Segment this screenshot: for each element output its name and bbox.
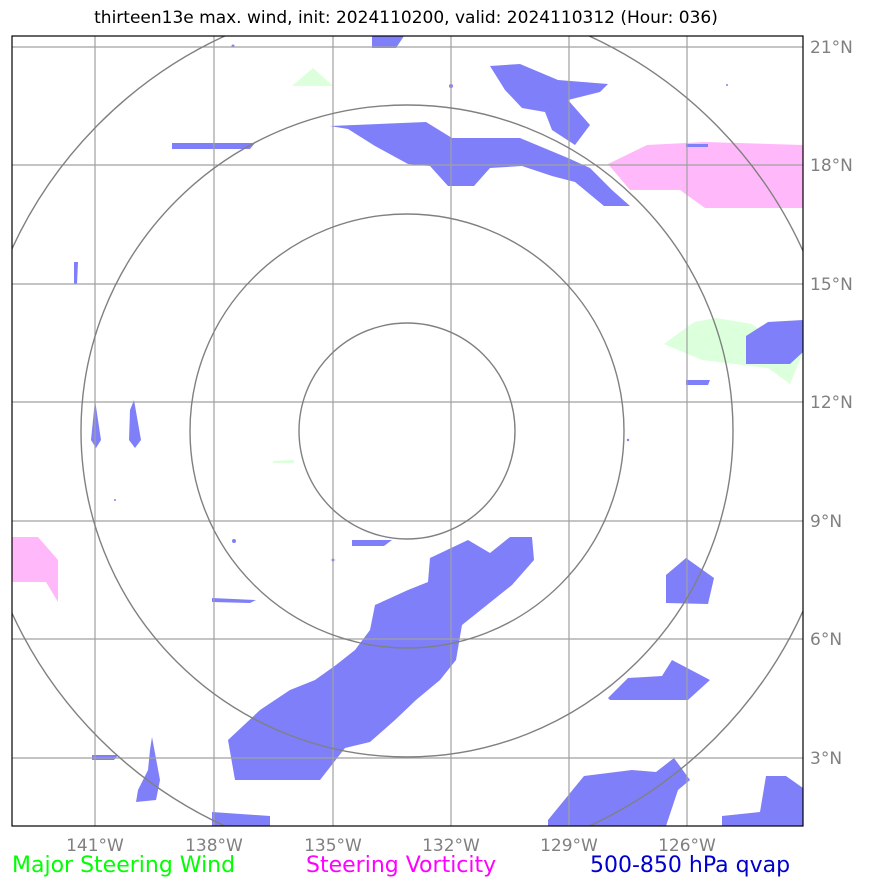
lat-tick: 6°N: [810, 630, 842, 650]
qvap-speck: [232, 539, 236, 543]
qvap-area: [91, 400, 101, 448]
lon-tick: 126°W: [658, 836, 716, 856]
qvap-area: [490, 64, 608, 145]
lon-tick: 129°W: [540, 836, 598, 856]
qvap-speck: [114, 499, 116, 501]
map-title: thirteen13e max. wind, init: 2024110200,…: [94, 8, 718, 28]
legend-steering-wind: Major Steering Wind: [12, 853, 236, 878]
range-ring: [298, 322, 516, 540]
qvap-area: [212, 812, 270, 826]
lat-tick: 3°N: [810, 749, 842, 769]
legend-steering-vorticity: Steering Vorticity: [306, 853, 497, 878]
longitude-labels: 141°W 138°W 135°W 132°W 129°W 126°W: [66, 836, 716, 856]
qvap-area: [129, 400, 141, 448]
lon-tick: 138°W: [185, 836, 243, 856]
range-ring: [189, 213, 625, 649]
qvap-area: [608, 660, 710, 700]
range-rings: [12, 36, 803, 826]
qvap-area: [666, 558, 714, 604]
wind-area: [273, 460, 294, 463]
qvap-area: [212, 598, 256, 603]
wind-area: [292, 68, 333, 86]
lon-tick: 135°W: [304, 836, 362, 856]
qvap-area: [548, 758, 690, 826]
qvap-speck: [726, 84, 728, 86]
steering-wind-areas: [273, 68, 803, 463]
qvap-area: [228, 537, 534, 780]
qvap-area: [352, 540, 392, 546]
qvap-speck: [626, 438, 630, 442]
map-frame: [11, 35, 804, 827]
lat-tick: 18°N: [810, 156, 853, 176]
steering-vorticity-areas: [12, 142, 803, 602]
wind-area: [664, 318, 803, 384]
qvap-area: [372, 36, 404, 48]
lat-tick: 21°N: [810, 38, 853, 58]
qvap-area: [686, 144, 708, 147]
qvap-area: [136, 737, 160, 802]
vorticity-area: [12, 537, 58, 602]
legend-qvap: 500-850 hPa qvap: [590, 853, 791, 878]
lat-tick: 9°N: [810, 512, 842, 532]
qvap-area: [330, 122, 630, 206]
lon-tick: 141°W: [66, 836, 124, 856]
range-ring: [80, 104, 734, 758]
latitude-labels: 21°N 18°N 15°N 12°N 9°N 6°N 3°N: [810, 38, 853, 769]
lat-tick: 12°N: [810, 393, 853, 413]
lon-tick: 132°W: [422, 836, 480, 856]
qvap-area: [746, 320, 803, 364]
qvap-area: [686, 380, 710, 385]
lat-tick: 15°N: [810, 275, 853, 295]
vorticity-area: [608, 142, 803, 208]
qvap-area: [74, 262, 78, 284]
qvap-area: [722, 776, 803, 826]
